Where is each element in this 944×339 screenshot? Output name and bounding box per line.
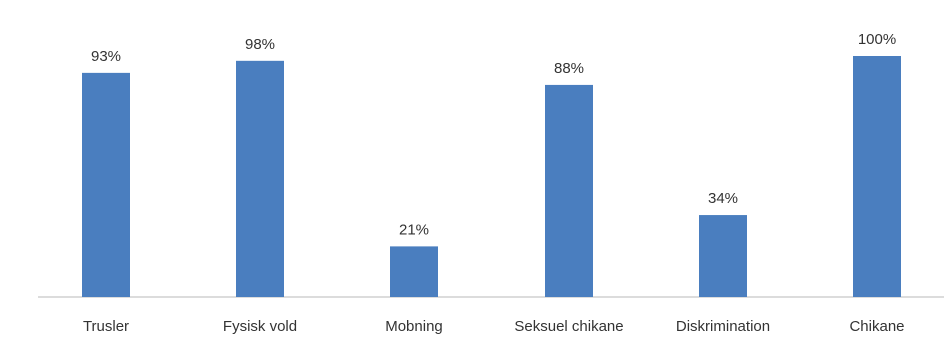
bar-trusler xyxy=(82,72,130,298)
category-label-seksuel-chikane: Seksuel chikane xyxy=(514,318,623,335)
bars-group xyxy=(82,56,901,298)
data-label-seksuel-chikane: 88% xyxy=(554,60,584,77)
bar-mobning xyxy=(390,246,438,297)
category-labels-group: Trusler Fysisk vold Mobning Seksuel chikane… xyxy=(83,318,905,335)
bar-chikane xyxy=(853,56,901,297)
data-label-fysisk-vold: 98% xyxy=(245,36,275,53)
category-label-diskrimination: Diskrimination xyxy=(676,318,770,335)
data-label-trusler: 93% xyxy=(91,48,121,65)
data-label-mobning: 21% xyxy=(399,221,429,238)
bar-fysisk-vold xyxy=(236,60,284,297)
data-label-chikane: 100% xyxy=(858,31,896,48)
category-label-chikane: Chikane xyxy=(849,318,904,335)
category-label-trusler: Trusler xyxy=(83,318,129,335)
bar-seksuel-chikane xyxy=(545,84,593,297)
category-label-mobning: Mobning xyxy=(385,318,443,335)
data-label-diskrimination: 34% xyxy=(708,190,738,207)
category-label-fysisk-vold: Fysisk vold xyxy=(223,318,297,335)
bar-diskrimination xyxy=(699,215,747,297)
value-labels-group: 93% 98% 21% 88% 34% 100% xyxy=(91,31,896,238)
